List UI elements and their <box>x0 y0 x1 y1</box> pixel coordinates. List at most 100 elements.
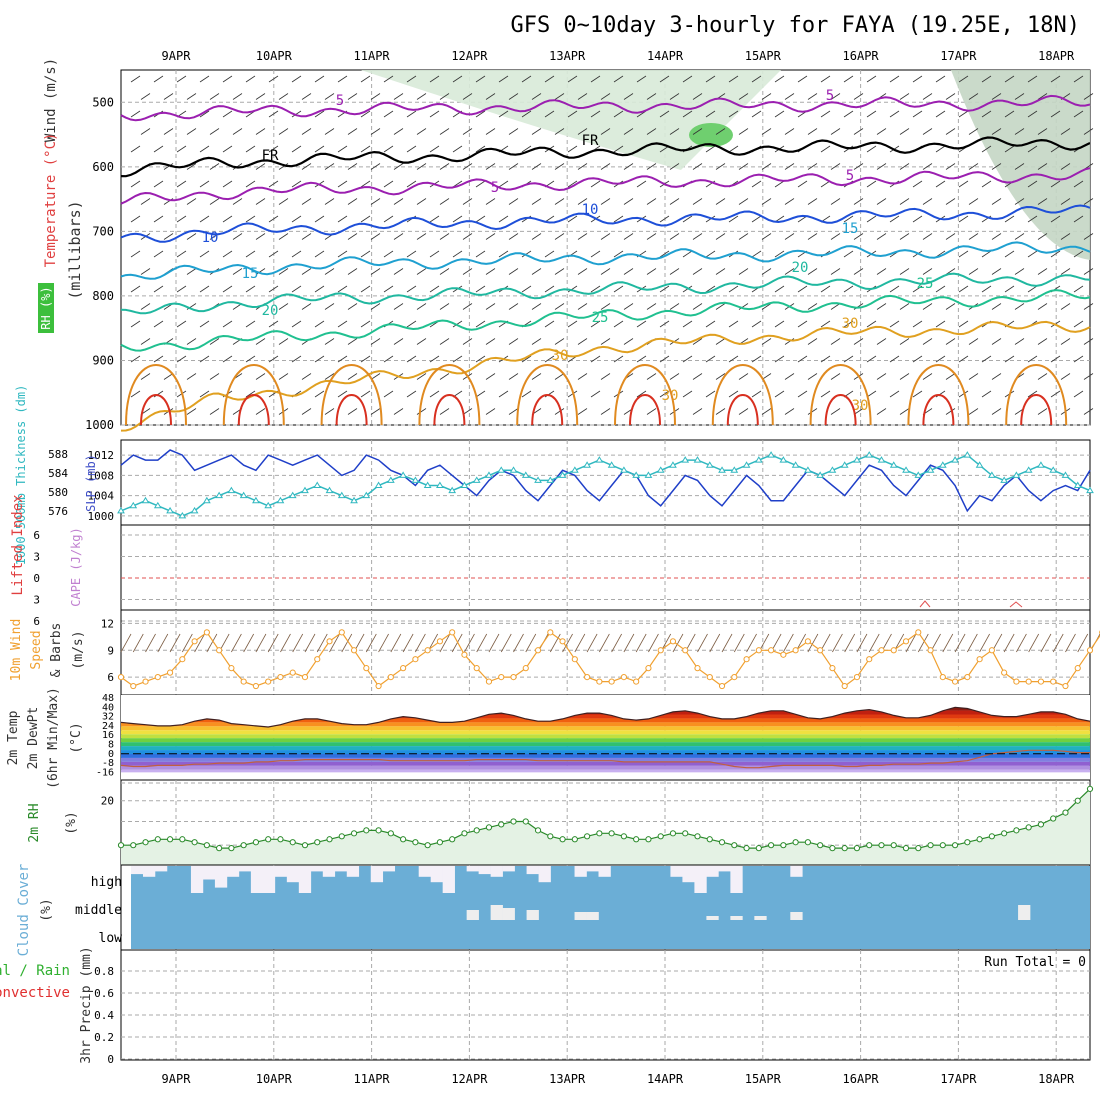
wind-speed-marker <box>645 665 652 672</box>
wind-barb <box>682 110 693 118</box>
profile-tick-label: 1000 <box>85 418 114 432</box>
contour-label: 15 <box>842 221 859 237</box>
wind-barb <box>774 285 785 293</box>
wind-speed-marker <box>387 674 394 681</box>
wind-barb <box>577 163 588 170</box>
wind-barb <box>853 163 864 170</box>
wind-barb-10m <box>709 633 721 653</box>
precip-panel: 0.8 0.6 0.4 0.2 0 Run Total = 0 Total / Rain Co… <box>0 946 1091 1066</box>
wind-barb <box>186 128 197 135</box>
wind-barb <box>935 145 946 153</box>
wind-barb <box>370 408 381 415</box>
thickness-marker <box>1000 476 1009 483</box>
wind-barb <box>383 390 394 398</box>
wind-barb <box>406 75 417 83</box>
wind-barb <box>728 390 739 398</box>
isotherm-40 <box>531 394 564 426</box>
wind-barb <box>301 373 312 380</box>
wind-barb <box>692 233 703 240</box>
wind-barb-10m <box>721 633 733 653</box>
cloud-middle-gap <box>574 912 587 920</box>
wind-barb <box>475 215 486 223</box>
wind-barb <box>485 93 496 100</box>
temp-tick-label: 16 <box>102 730 114 741</box>
wind-barb <box>807 198 818 205</box>
wind-barb <box>209 93 220 100</box>
wind-barb-10m <box>415 633 426 653</box>
wind-speed-marker <box>473 665 480 672</box>
wind-barb <box>245 285 256 293</box>
wind-barb <box>981 355 992 363</box>
wind-barb <box>416 93 427 100</box>
wind-barb-10m <box>181 633 193 653</box>
wind-barb <box>439 233 450 240</box>
wind-barb <box>268 180 279 188</box>
wind-barb <box>958 110 969 118</box>
wind-barb <box>784 373 795 380</box>
wind-barb <box>301 198 312 205</box>
wind-barb <box>613 110 624 118</box>
top-date-label: 16APR <box>843 49 880 63</box>
isotherm-10 <box>120 204 1091 243</box>
temp-color-band <box>121 750 1090 754</box>
wind-barb <box>554 268 565 275</box>
temp-color-band <box>121 769 1090 774</box>
wind-barb <box>692 128 703 135</box>
wind-speed-marker <box>1037 678 1045 685</box>
wind-barb <box>1027 250 1038 258</box>
wind-barb <box>567 215 578 223</box>
wind-barb-10m <box>672 633 684 653</box>
cape-ylabel: CAPE (J/kg) <box>69 527 83 606</box>
wind-barb <box>843 215 854 223</box>
rh-shading <box>689 123 733 147</box>
wind-speed-marker <box>179 656 186 663</box>
cloud-middle-gap <box>790 912 803 920</box>
rh-marker <box>216 845 223 852</box>
wind-barb <box>613 320 624 328</box>
wind-barb <box>199 285 210 293</box>
wind-barb <box>613 250 624 258</box>
wind-barb <box>1073 110 1084 118</box>
wind-barb-10m <box>648 633 659 653</box>
wind-barb <box>163 93 174 100</box>
rh-marker <box>473 827 480 834</box>
cloud-high-gap <box>718 866 731 872</box>
profile-tick-label: 700 <box>92 224 114 238</box>
wind-speed-marker <box>510 674 517 681</box>
thickness-marker <box>914 471 923 478</box>
wind-barb <box>945 373 956 380</box>
wind-barb <box>393 198 404 205</box>
temp-color-band <box>121 718 1090 723</box>
wind-barb <box>761 233 772 240</box>
thickness-marker <box>436 481 444 488</box>
rh-marker <box>277 836 284 843</box>
rh-marker <box>228 845 235 852</box>
thickness-marker <box>705 461 714 468</box>
bottom-date-label: 18APR <box>1038 1072 1075 1086</box>
wind-barb <box>324 303 335 310</box>
wind-barb <box>176 250 187 258</box>
wind-barb <box>830 268 841 275</box>
wind-barb <box>705 285 716 293</box>
wind-barb <box>278 233 289 240</box>
wind-barb <box>843 355 854 363</box>
rh-marker <box>510 818 517 825</box>
wind-barb <box>692 268 703 275</box>
top-date-label: 12APR <box>451 49 488 63</box>
wind-barb-10m <box>525 633 537 653</box>
wind-barb <box>646 408 657 415</box>
thickness-marker <box>632 471 641 478</box>
wind-barb <box>715 233 726 240</box>
wind-barb <box>393 233 404 240</box>
wind-barb <box>314 250 325 258</box>
cloud-high-gap <box>538 866 551 883</box>
wind-barb <box>820 285 831 293</box>
wind-barb <box>876 233 887 240</box>
wind-barb <box>659 355 670 363</box>
wind-barb <box>462 303 473 310</box>
isotherm-5 <box>120 167 1091 205</box>
wind-barb <box>554 303 565 310</box>
wind-barb <box>784 408 795 415</box>
bottom-date-label: 14APR <box>647 1072 684 1086</box>
wind-speed-marker <box>571 656 578 663</box>
